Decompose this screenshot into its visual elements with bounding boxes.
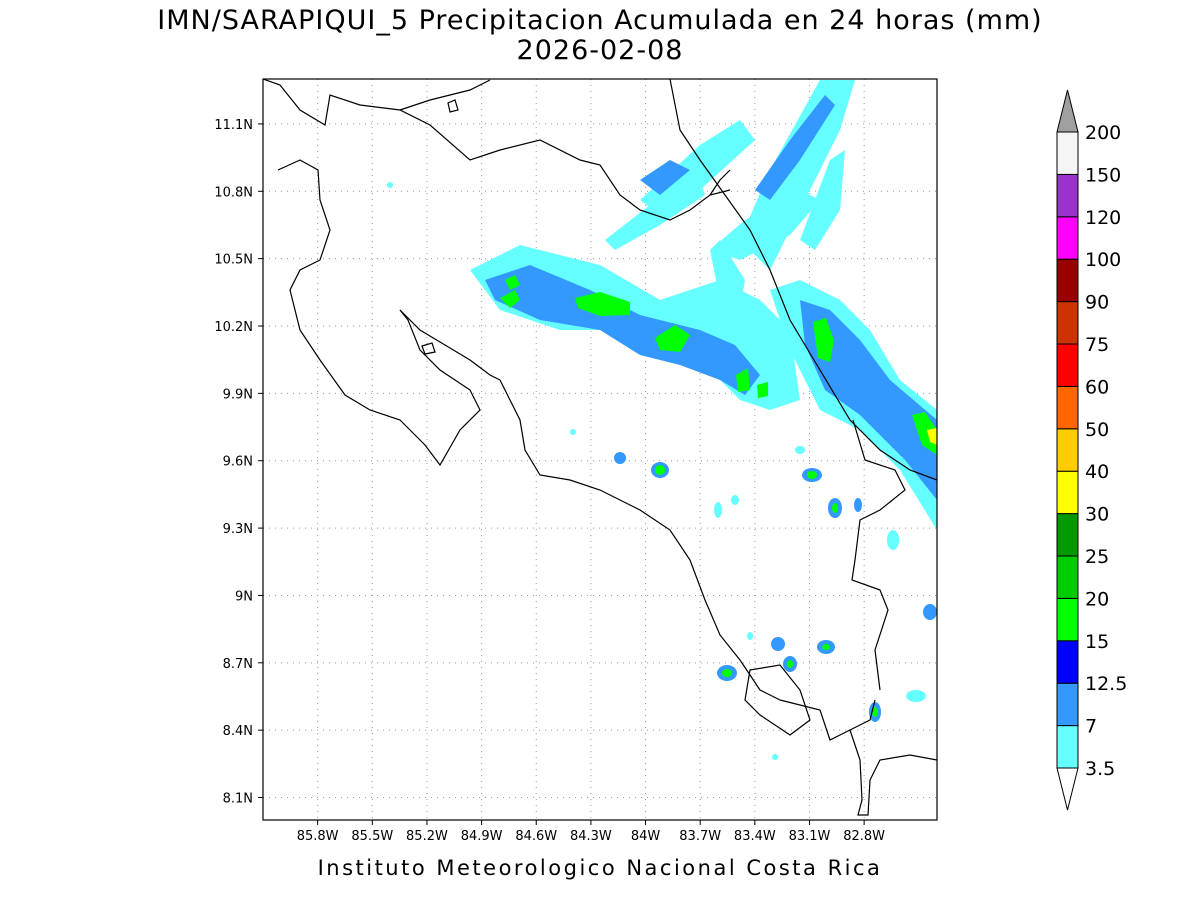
colorbar-swatch <box>1056 470 1079 515</box>
lat-tick-label: 9.9N <box>223 387 253 402</box>
colorbar-label: 20 <box>1085 588 1109 610</box>
lon-tick-label: 85.5W <box>351 829 393 844</box>
colorbar-label: 120 <box>1085 207 1121 229</box>
map-title: IMN/SARAPIQUI_5 Precipitacion Acumulada … <box>157 5 1043 36</box>
colorbar-label: 75 <box>1085 334 1109 356</box>
colorbar-low-arrow <box>1056 767 1079 811</box>
lon-tick-label: 83.7W <box>679 829 721 844</box>
colorbar-label: 25 <box>1085 546 1109 568</box>
colorbar-swatch <box>1056 343 1079 387</box>
colorbar-swatch <box>1056 131 1079 175</box>
coastlines <box>263 79 937 816</box>
colorbar-label: 30 <box>1085 504 1109 526</box>
rain-band-caribbean <box>770 280 937 530</box>
island-north <box>447 99 459 113</box>
axis-ticks: 11.1N 10.8N 10.5N 10.2N 9.9N 9.6N 9.3N 9N 8.7N 8.… <box>214 118 885 844</box>
colorbar-label: 100 <box>1085 249 1121 271</box>
colorbar-swatch <box>1056 428 1079 472</box>
colorbar-swatch <box>1056 640 1079 684</box>
lon-tick-label: 83.1W <box>789 829 831 844</box>
map-date: 2026-02-08 <box>516 35 684 66</box>
gulf-nicoya <box>399 309 501 381</box>
rain-band-central <box>470 240 800 410</box>
lat-tick-label: 10.2N <box>214 320 253 335</box>
colorbar-label: 150 <box>1085 164 1121 186</box>
colorbar-swatch <box>1056 301 1079 345</box>
colorbar-swatch <box>1056 725 1079 769</box>
lat-tick-label: 8.7N <box>223 657 253 672</box>
colorbar-swatch <box>1056 555 1079 599</box>
panama-border <box>851 419 906 691</box>
colorbar-swatch <box>1056 258 1079 303</box>
gridlines <box>263 79 937 820</box>
footer-credit: Instituto Meteorologico Nacional Costa R… <box>317 856 883 880</box>
pacific-coast-central <box>499 379 781 701</box>
burica-peninsula <box>849 729 937 816</box>
lat-tick-label: 8.4N <box>223 724 253 739</box>
san-juan-river <box>709 169 731 196</box>
colorbar-label: 3.5 <box>1085 758 1115 780</box>
colorbar-swatch <box>1056 216 1079 260</box>
lon-tick-label: 84W <box>631 829 661 844</box>
pacific-coast-guanacaste <box>277 159 481 467</box>
lat-tick-label: 10.8N <box>214 185 253 200</box>
precipitation-field <box>387 80 937 760</box>
colorbar-label: 50 <box>1085 419 1109 441</box>
lat-tick-label: 9N <box>235 589 253 604</box>
lon-tick-label: 84.6W <box>515 829 557 844</box>
rain-band-northeast-coast <box>605 80 855 270</box>
colorbar: 3.5 7 12.5 15 20 25 30 40 50 60 75 90 100 120 150 200 <box>1056 89 1127 811</box>
nicaragua-lake-coast <box>399 79 491 111</box>
lat-tick-label: 8.1N <box>223 792 253 807</box>
colorbar-swatch <box>1056 597 1079 642</box>
colorbar-swatch <box>1056 513 1079 557</box>
colorbar-label: 60 <box>1085 376 1109 398</box>
colorbar-swatch <box>1056 385 1079 430</box>
lon-tick-label: 84.9W <box>461 829 503 844</box>
colorbar-label: 40 <box>1085 461 1109 483</box>
caribbean-coast <box>669 79 937 481</box>
rain-cells-south <box>387 182 937 760</box>
colorbar-label: 15 <box>1085 631 1109 653</box>
lon-tick-label: 85.8W <box>297 829 339 844</box>
map-frame <box>262 78 938 821</box>
lat-tick-label: 9.3N <box>223 522 253 537</box>
lat-tick-label: 10.5N <box>214 253 253 268</box>
osa-peninsula <box>744 664 811 736</box>
lat-tick-label: 9.6N <box>223 455 253 470</box>
lon-tick-label: 85.2W <box>406 829 448 844</box>
lat-tick-label: 11.1N <box>214 118 253 133</box>
colorbar-label: 7 <box>1085 716 1097 738</box>
colorbar-label: 200 <box>1085 122 1121 144</box>
colorbar-swatch <box>1056 682 1079 727</box>
colorbar-high-arrow <box>1056 89 1079 133</box>
nicaragua-border <box>263 79 731 221</box>
island-nicoya <box>421 342 436 355</box>
golfo-dulce <box>779 699 876 741</box>
colorbar-label: 12.5 <box>1085 673 1127 695</box>
lon-tick-label: 82.8W <box>843 829 885 844</box>
colorbar-swatch <box>1056 173 1079 218</box>
lon-tick-label: 84.3W <box>570 829 612 844</box>
lon-tick-label: 83.4W <box>734 829 776 844</box>
colorbar-label: 90 <box>1085 292 1109 314</box>
